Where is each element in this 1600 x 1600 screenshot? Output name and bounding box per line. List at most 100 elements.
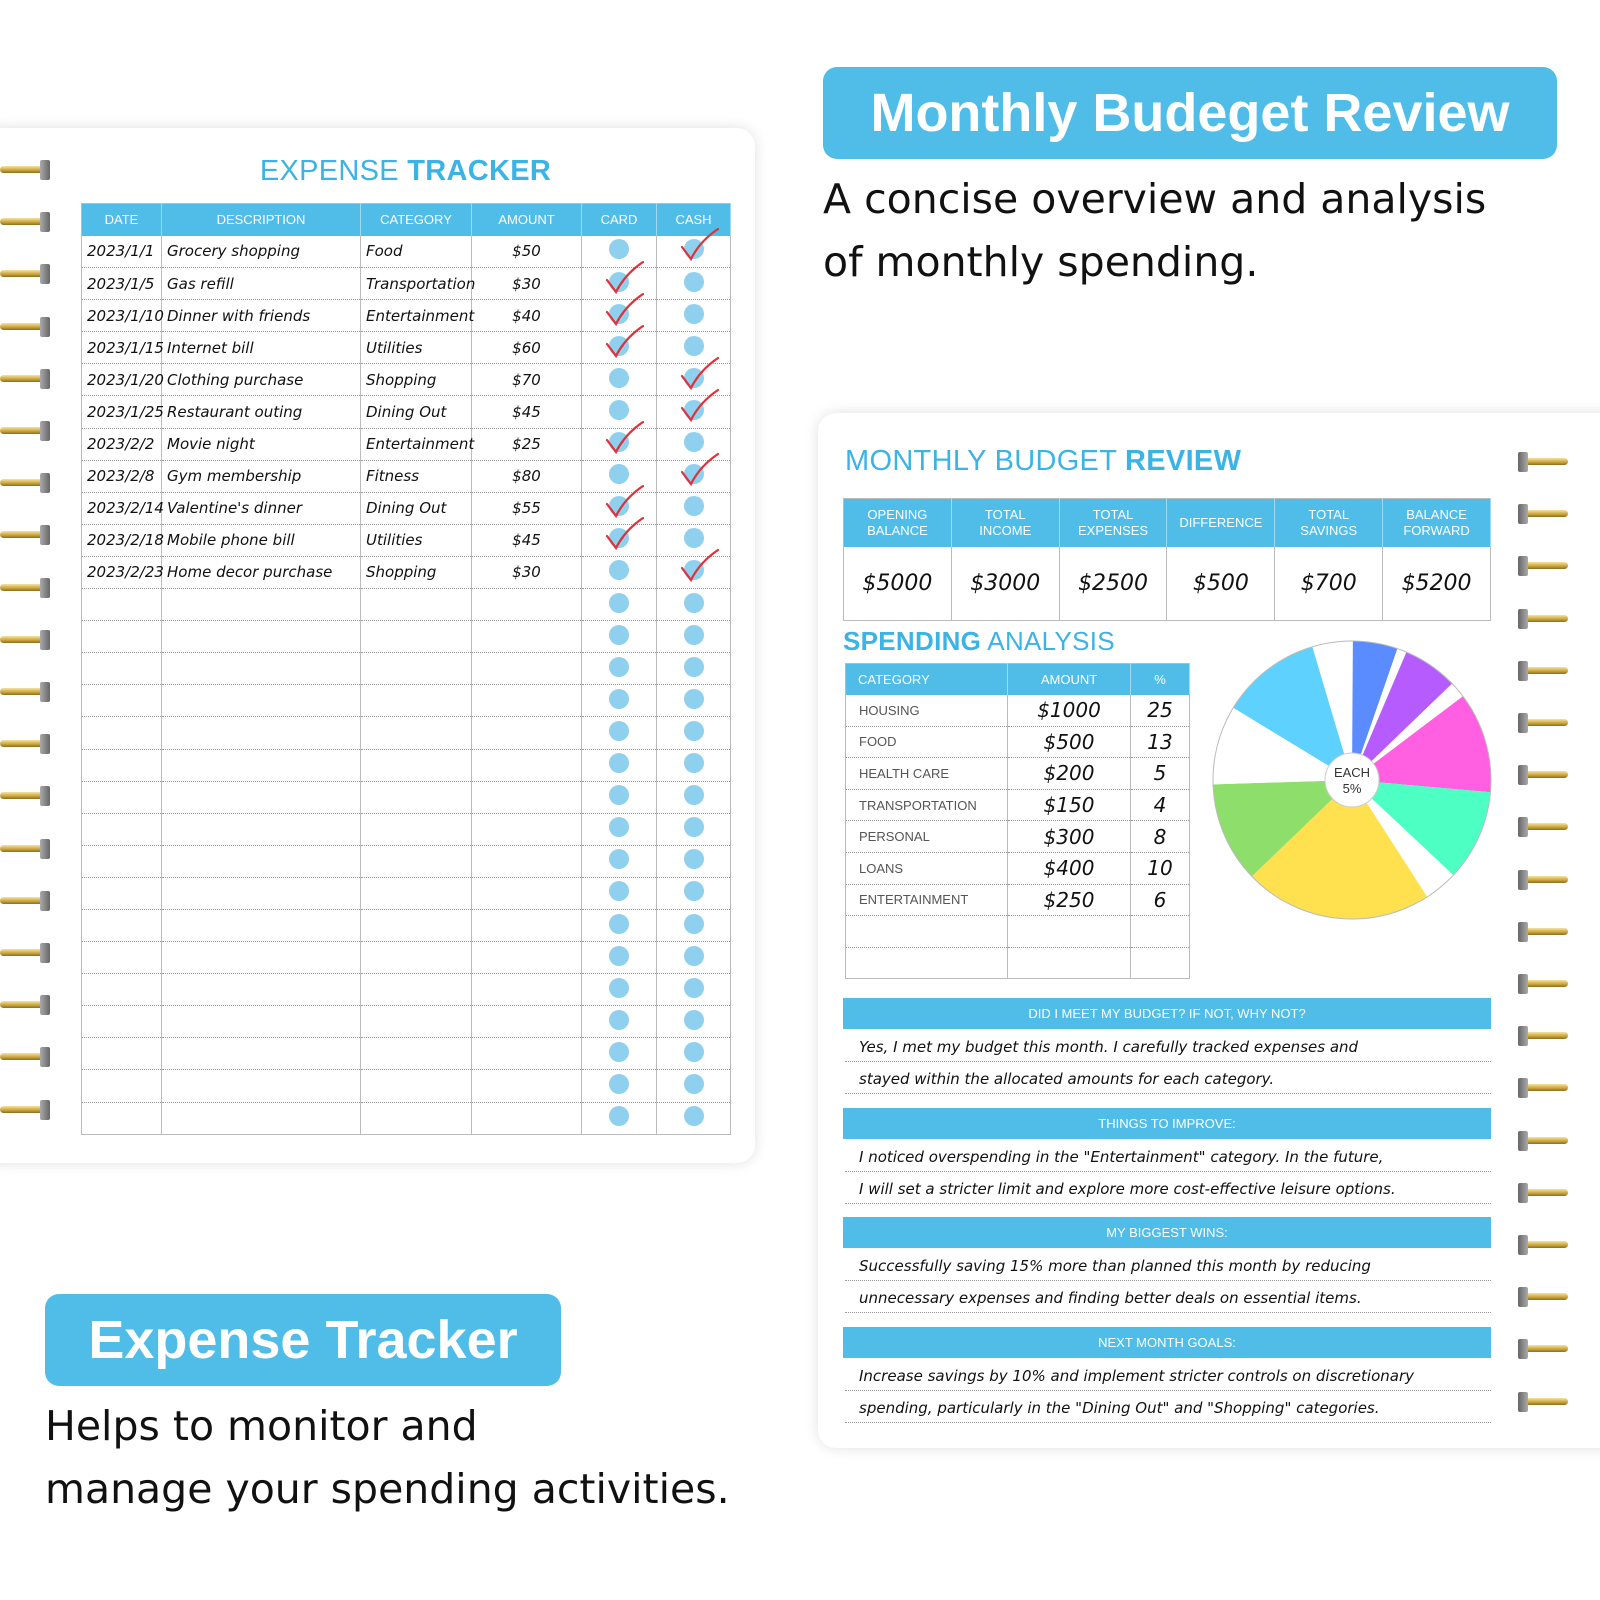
cash-checkbox[interactable] (683, 496, 704, 517)
cell-cash[interactable] (656, 267, 731, 301)
cell-card[interactable] (581, 749, 657, 782)
cell-card[interactable] (581, 652, 657, 686)
cash-checkbox[interactable] (683, 720, 704, 741)
cell-cash[interactable] (656, 941, 731, 975)
cash-checkbox[interactable] (683, 592, 704, 613)
cell-card[interactable] (581, 485, 657, 525)
cell-card[interactable] (581, 460, 657, 493)
cash-checkbox[interactable] (683, 1073, 704, 1094)
cell-card[interactable] (581, 1069, 657, 1103)
card-checkbox[interactable] (605, 292, 645, 326)
cell-cash[interactable] (656, 453, 731, 493)
cash-checkbox[interactable] (683, 528, 704, 549)
cell-card[interactable] (581, 1005, 657, 1039)
cell-cash[interactable] (656, 388, 731, 429)
section-text-line[interactable]: spending, particularly in the "Dining Ou… (845, 1391, 1491, 1423)
cash-checkbox[interactable] (683, 688, 704, 709)
cash-checkbox[interactable] (680, 356, 719, 391)
card-checkbox[interactable] (609, 367, 629, 388)
cell-cash[interactable] (656, 228, 731, 269)
card-checkbox[interactable] (609, 817, 629, 838)
cash-checkbox[interactable] (680, 228, 719, 262)
cell-cash[interactable] (656, 524, 731, 557)
cell-card[interactable] (581, 556, 657, 590)
card-checkbox[interactable] (609, 464, 629, 485)
cell-cash[interactable] (656, 781, 731, 814)
card-checkbox[interactable] (609, 849, 629, 870)
card-checkbox[interactable] (609, 400, 629, 421)
cell-card[interactable] (581, 1037, 657, 1071)
cell-card[interactable] (581, 235, 657, 269)
card-checkbox[interactable] (609, 624, 629, 645)
card-checkbox[interactable] (609, 977, 629, 998)
card-checkbox[interactable] (609, 239, 629, 260)
cell-cash[interactable] (656, 909, 731, 943)
cash-checkbox[interactable] (683, 817, 704, 838)
section-text-line[interactable]: Increase savings by 10% and implement st… (845, 1359, 1491, 1391)
card-checkbox[interactable] (609, 913, 629, 934)
cash-checkbox[interactable] (683, 849, 704, 870)
cell-card[interactable] (581, 684, 657, 718)
section-text-line[interactable]: I will set a stricter limit and explore … (845, 1172, 1491, 1204)
cell-cash[interactable] (656, 716, 731, 750)
cash-checkbox[interactable] (683, 1009, 704, 1030)
card-checkbox[interactable] (609, 785, 629, 806)
cell-card[interactable] (581, 260, 657, 301)
cell-cash[interactable] (656, 331, 731, 365)
cell-card[interactable] (581, 909, 657, 943)
cash-checkbox[interactable] (683, 913, 704, 934)
cell-cash[interactable] (656, 1069, 731, 1103)
section-text-line[interactable]: Successfully saving 15% more than planne… (845, 1249, 1491, 1281)
cell-cash[interactable] (656, 877, 731, 910)
card-checkbox[interactable] (609, 753, 629, 774)
cash-checkbox[interactable] (683, 271, 704, 292)
cell-card[interactable] (581, 1102, 657, 1135)
card-checkbox[interactable] (609, 560, 629, 581)
cash-checkbox[interactable] (683, 624, 704, 645)
card-checkbox[interactable] (605, 485, 645, 519)
cell-cash[interactable] (656, 749, 731, 782)
cell-card[interactable] (581, 324, 657, 365)
cell-card[interactable] (581, 588, 657, 622)
card-checkbox[interactable] (605, 324, 645, 358)
cell-card[interactable] (581, 813, 657, 846)
cell-card[interactable] (581, 781, 657, 814)
cell-card[interactable] (581, 517, 657, 557)
cash-checkbox[interactable] (683, 881, 704, 902)
card-checkbox[interactable] (609, 881, 629, 902)
cell-cash[interactable] (656, 299, 731, 333)
cell-cash[interactable] (656, 428, 731, 461)
cell-cash[interactable] (656, 652, 731, 686)
cash-checkbox[interactable] (683, 945, 704, 966)
card-checkbox[interactable] (609, 592, 629, 613)
card-checkbox[interactable] (609, 688, 629, 709)
cell-card[interactable] (581, 941, 657, 975)
cell-card[interactable] (581, 421, 657, 461)
cash-checkbox[interactable] (683, 785, 704, 806)
cell-card[interactable] (581, 716, 657, 750)
cell-cash[interactable] (656, 588, 731, 622)
card-checkbox[interactable] (609, 720, 629, 741)
cash-checkbox[interactable] (683, 432, 704, 453)
cell-card[interactable] (581, 620, 657, 654)
card-checkbox[interactable] (609, 945, 629, 966)
cash-checkbox[interactable] (683, 977, 704, 998)
cash-checkbox[interactable] (683, 656, 704, 677)
cash-checkbox[interactable] (683, 303, 704, 324)
cell-card[interactable] (581, 877, 657, 910)
cell-cash[interactable] (656, 1037, 731, 1071)
section-text-line[interactable]: stayed within the allocated amounts for … (845, 1062, 1491, 1094)
card-checkbox[interactable] (605, 517, 645, 551)
cell-cash[interactable] (656, 492, 731, 525)
cash-checkbox[interactable] (683, 1106, 704, 1127)
card-checkbox[interactable] (609, 1106, 629, 1127)
cell-cash[interactable] (656, 973, 731, 1007)
section-text-line[interactable]: I noticed overspending in the "Entertain… (845, 1140, 1491, 1172)
cell-card[interactable] (581, 292, 657, 333)
section-text-line[interactable]: unnecessary expenses and finding better … (845, 1281, 1491, 1313)
cell-cash[interactable] (656, 356, 731, 397)
cell-card[interactable] (581, 973, 657, 1007)
cash-checkbox[interactable] (683, 753, 704, 774)
cash-checkbox[interactable] (680, 388, 719, 423)
cell-cash[interactable] (656, 1102, 731, 1135)
